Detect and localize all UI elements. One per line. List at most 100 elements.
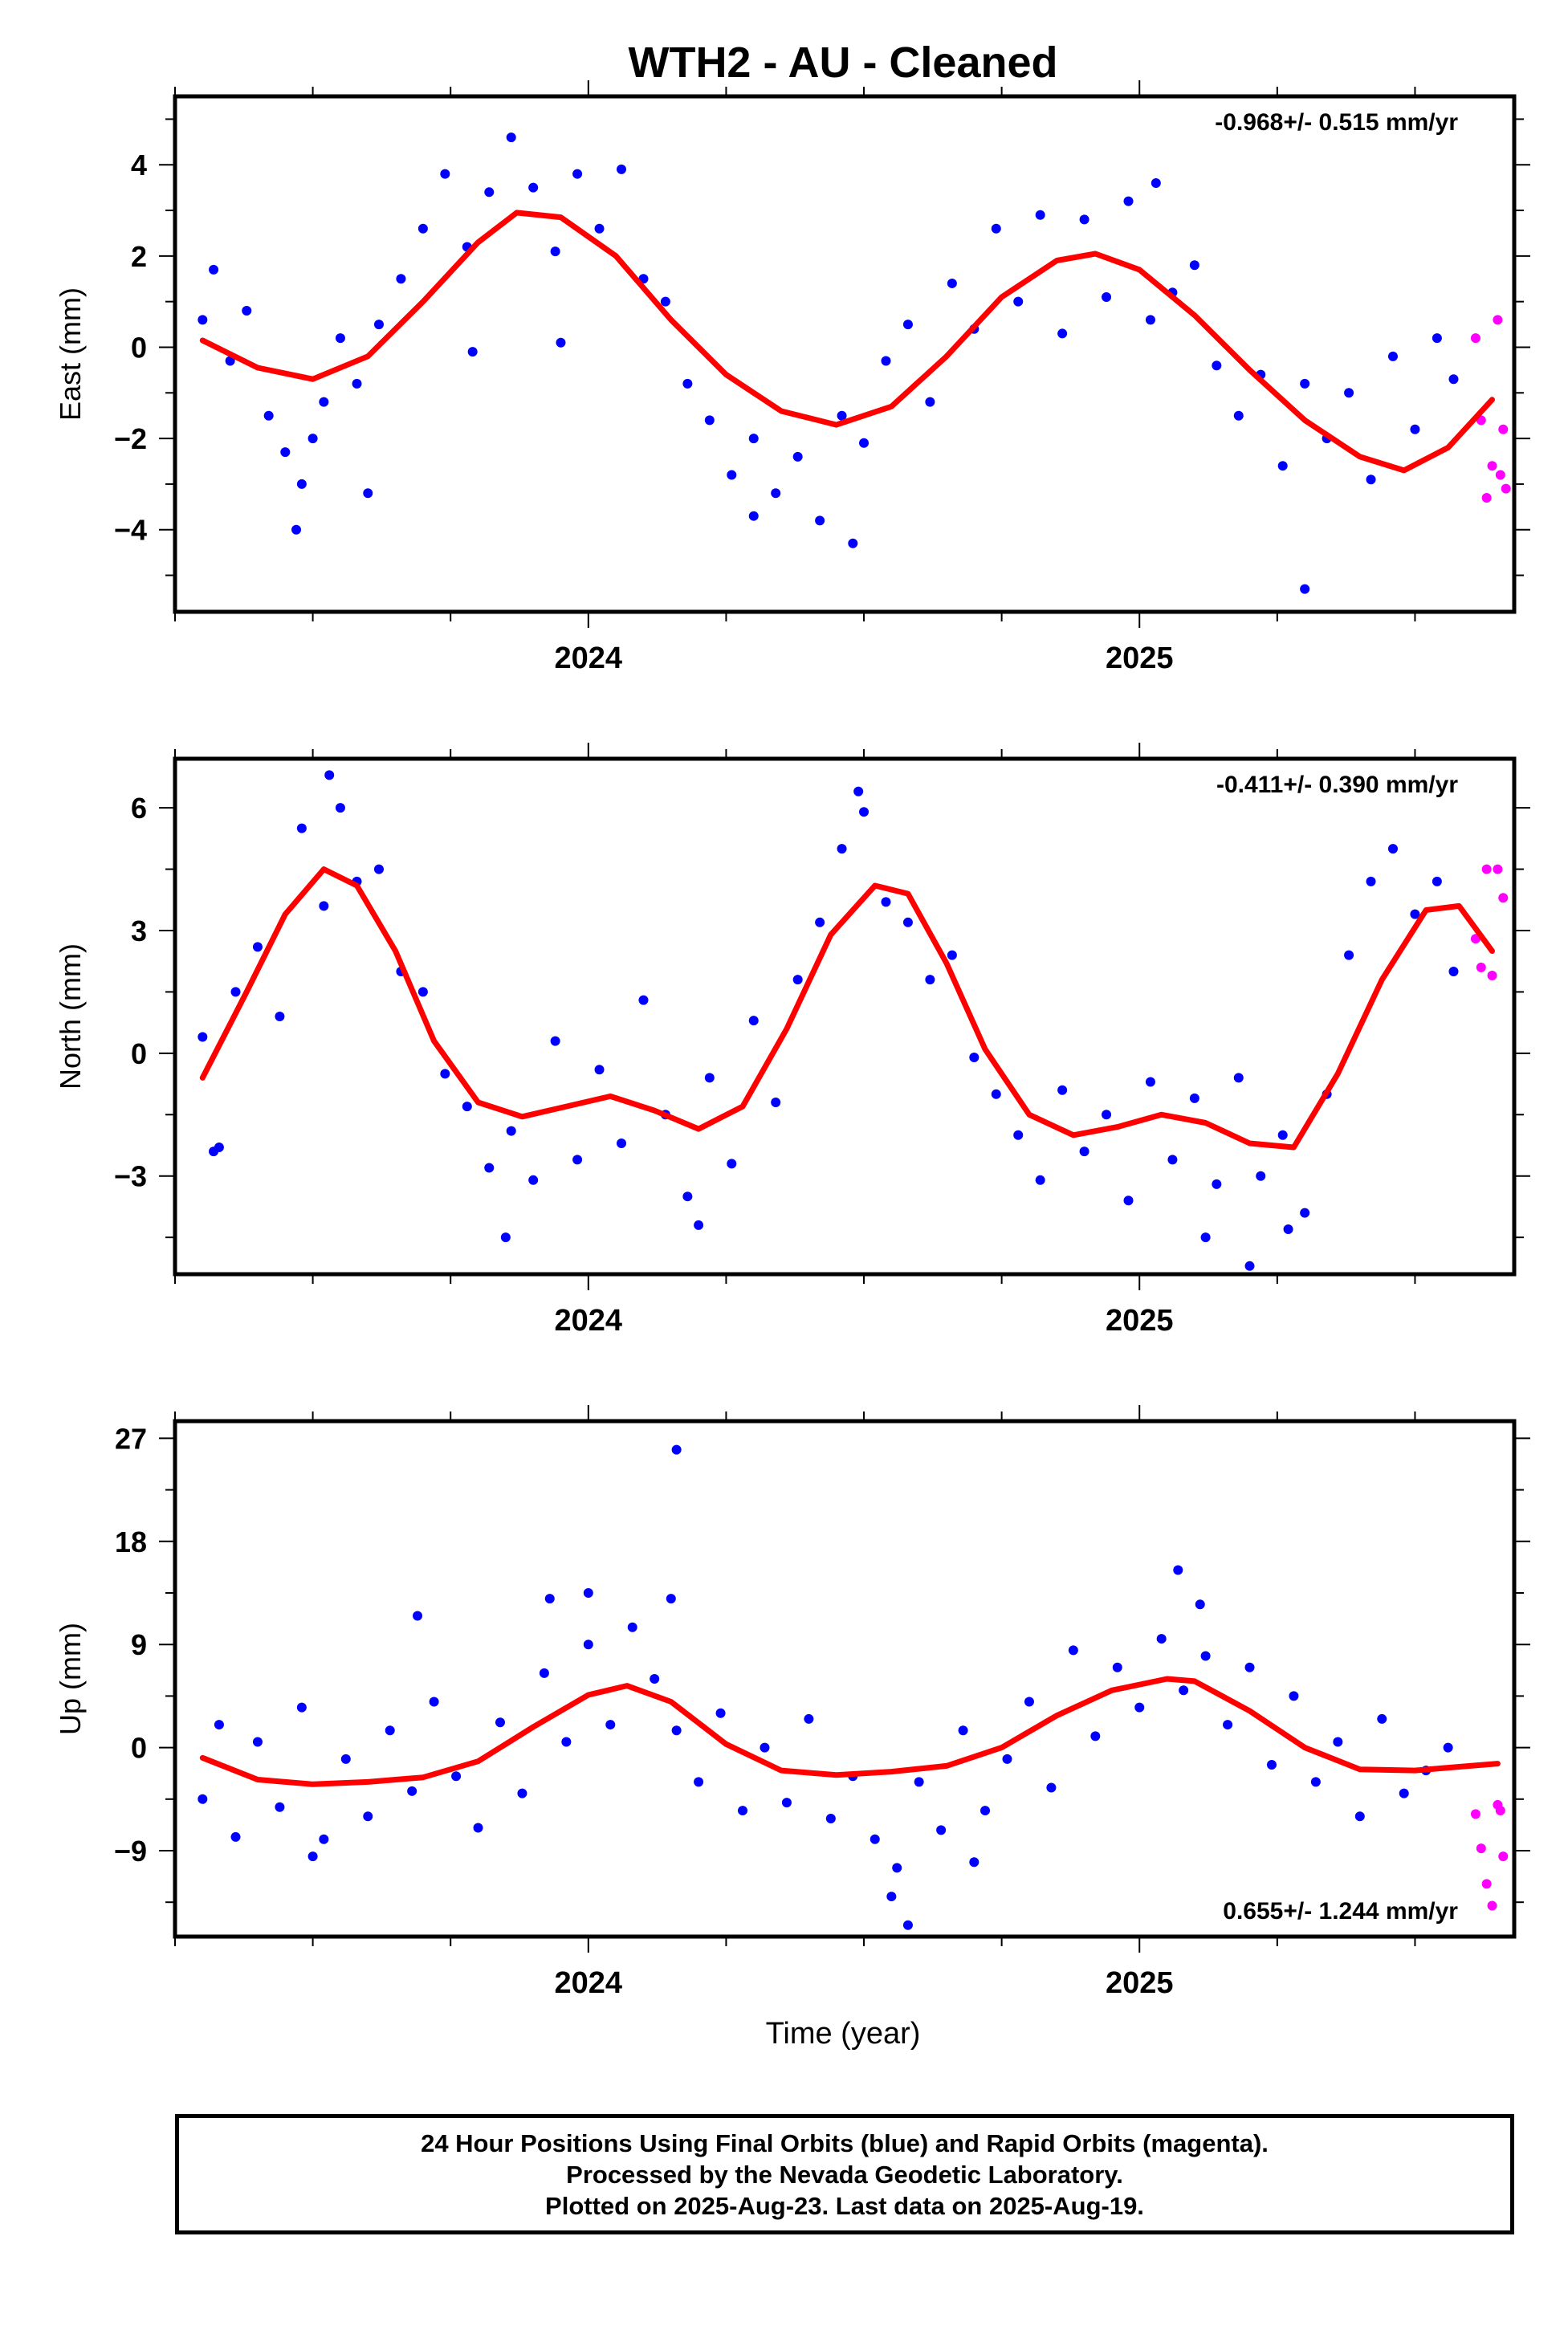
final-orbit-point xyxy=(594,1065,605,1075)
final-orbit-point xyxy=(1134,1702,1145,1713)
y-tick-label: 0 xyxy=(131,331,147,364)
final-orbit-point xyxy=(671,1444,682,1455)
final-orbit-point xyxy=(473,1823,483,1833)
final-orbit-point xyxy=(500,1232,511,1243)
final-orbit-point xyxy=(373,320,384,330)
final-orbit-point xyxy=(484,187,495,198)
final-orbit-point xyxy=(209,264,219,275)
final-orbit-point xyxy=(484,1163,495,1173)
final-orbit-point xyxy=(506,1126,516,1136)
y-tick-label: 2 xyxy=(131,240,147,273)
final-orbit-point xyxy=(363,488,373,499)
final-orbit-point xyxy=(1189,1093,1199,1103)
final-orbit-point xyxy=(1035,210,1045,220)
final-orbit-point xyxy=(594,223,605,234)
final-orbit-point xyxy=(848,538,858,548)
final-orbit-point xyxy=(291,524,302,535)
final-orbit-point xyxy=(748,1016,759,1026)
final-orbit-point xyxy=(1167,1155,1178,1165)
velocity-rate-label: -0.411+/- 0.390 mm/yr xyxy=(1216,772,1458,798)
final-orbit-point xyxy=(495,1717,505,1728)
final-orbit-point xyxy=(694,1777,704,1787)
final-orbit-point xyxy=(1102,1110,1112,1120)
seasonal-fit-curve xyxy=(199,210,1495,474)
final-orbit-point xyxy=(307,1851,318,1862)
final-orbit-point xyxy=(969,1052,979,1062)
final-orbit-point xyxy=(275,1802,285,1812)
x-tick-label: 2025 xyxy=(1106,1966,1174,2000)
final-orbit-point xyxy=(429,1697,439,1707)
final-orbit-point xyxy=(572,169,583,179)
final-orbit-point xyxy=(252,942,263,952)
final-orbit-point xyxy=(280,447,291,458)
final-orbit-point xyxy=(771,1098,781,1107)
panel-north: 2024 2025 −3 0 3 6 North (mm) -0.411+/- 0.390 m… xyxy=(54,743,1530,1338)
final-orbit-point xyxy=(230,987,241,997)
x-tick-label: 2025 xyxy=(1106,1304,1174,1338)
rapid-orbit-point xyxy=(1493,315,1503,325)
final-orbit-point xyxy=(914,1777,924,1787)
final-orbit-point xyxy=(373,864,384,874)
y-tick-label: 0 xyxy=(131,1037,147,1070)
final-orbit-point xyxy=(1233,1073,1244,1083)
final-orbit-point xyxy=(1310,1777,1321,1787)
final-orbit-point xyxy=(627,1622,637,1632)
final-orbit-point xyxy=(870,1834,880,1844)
final-orbit-point xyxy=(760,1742,770,1753)
seasonal-fit-curve xyxy=(199,866,1495,1151)
final-orbit-point xyxy=(1112,1662,1122,1672)
final-orbit-point xyxy=(748,434,759,444)
final-orbit-point xyxy=(307,434,318,444)
final-orbit-point xyxy=(319,1834,329,1844)
rapid-orbit-point xyxy=(1481,1879,1492,1889)
y-axis-label: East (mm) xyxy=(54,287,87,421)
final-orbit-point xyxy=(837,844,847,854)
final-orbit-point xyxy=(1410,909,1420,919)
panel-east: 2024 2025 −4 −2 0 2 4 East (mm) -0.968+/- 0.515 … xyxy=(54,80,1530,675)
final-orbit-point xyxy=(1277,1130,1288,1140)
final-orbit-point xyxy=(1283,1224,1293,1234)
final-orbit-point xyxy=(1024,1697,1034,1707)
y-tick-label: −2 xyxy=(114,422,147,455)
final-orbit-point xyxy=(853,786,864,796)
final-orbit-point xyxy=(1289,1691,1299,1701)
final-orbit-point xyxy=(638,995,649,1005)
y-tick-label: 18 xyxy=(115,1525,147,1558)
final-orbit-point xyxy=(704,415,715,426)
final-orbit-point xyxy=(198,1032,208,1042)
final-orbit-point xyxy=(902,1920,913,1930)
final-orbit-point xyxy=(1151,177,1161,188)
final-orbit-point xyxy=(296,1702,307,1713)
plot-frame xyxy=(173,94,1517,614)
final-orbit-point xyxy=(506,132,516,143)
final-orbit-point xyxy=(1145,1077,1155,1087)
final-orbit-point xyxy=(198,315,208,325)
rapid-orbit-point xyxy=(1495,470,1505,480)
final-orbit-point xyxy=(462,1102,472,1112)
final-orbit-point xyxy=(1123,1196,1134,1206)
y-tick-label: −9 xyxy=(114,1835,147,1868)
rapid-orbit-point xyxy=(1487,461,1497,471)
final-orbit-point xyxy=(517,1788,527,1798)
x-tick-label: 2024 xyxy=(555,1966,623,2000)
final-orbit-point xyxy=(671,1725,682,1736)
final-orbit-point xyxy=(682,1191,693,1202)
final-orbit-point xyxy=(1195,1599,1205,1610)
y-axis-label: North (mm) xyxy=(54,943,87,1090)
final-orbit-point xyxy=(650,1674,660,1684)
y-tick-label: 3 xyxy=(131,914,147,947)
final-orbit-point xyxy=(748,511,759,521)
final-orbit-point xyxy=(991,1089,1001,1099)
final-orbit-point xyxy=(209,1147,219,1157)
final-orbit-point xyxy=(1090,1731,1101,1741)
y-tick-label: 6 xyxy=(131,792,147,825)
final-orbit-point xyxy=(925,397,935,407)
final-orbit-point xyxy=(1448,966,1459,976)
rapid-orbit-point xyxy=(1476,962,1486,972)
seasonal-fit-curve xyxy=(199,1676,1501,1787)
final-orbit-point xyxy=(550,1036,560,1046)
y-axis-label: Up (mm) xyxy=(54,1623,87,1735)
final-orbit-point xyxy=(969,1857,979,1868)
y-tick-label: 27 xyxy=(115,1422,147,1455)
final-orbit-point xyxy=(539,1668,549,1678)
